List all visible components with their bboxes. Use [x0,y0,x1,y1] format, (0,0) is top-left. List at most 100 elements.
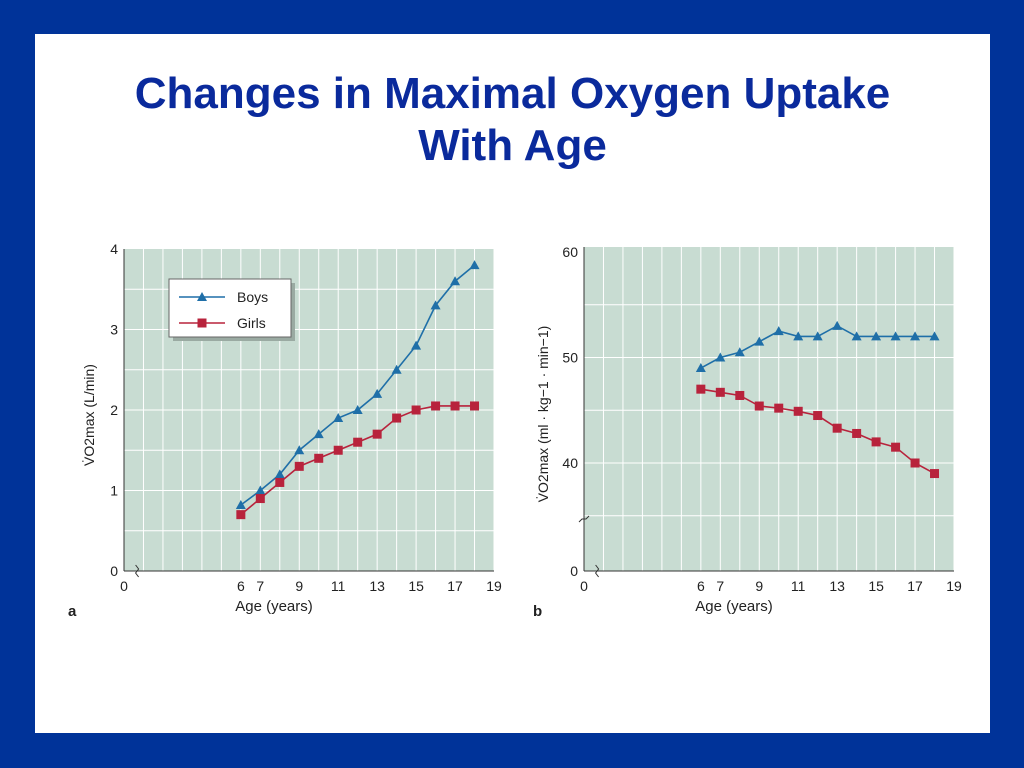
y-tick-label-0: 0 [110,563,118,579]
data-point-boys [793,331,804,341]
y-tick-label-4: 4 [110,241,118,257]
y-tick-label-50: 50 [562,350,578,366]
data-point-girls [314,453,324,463]
legend-box [168,278,292,338]
data-point-girls [715,387,725,397]
data-point-boys [734,347,745,357]
data-point-boys [352,405,363,414]
data-point-girls [353,437,363,447]
data-point-boys [333,413,344,423]
data-point-boys [773,326,784,336]
legend-label-girls: Girls [237,315,266,331]
x-tick-label-19: 19 [486,578,502,594]
data-point-girls [236,510,246,520]
data-point-boys [929,331,940,341]
data-point-boys [391,364,402,374]
plot-area-b [584,247,954,571]
x-axis-break-a [134,564,140,578]
legend-label-boys: Boys [237,289,268,305]
x-tick-label-19: 19 [946,578,962,594]
x-tick-label-9: 9 [295,578,303,594]
data-point-boys [754,336,765,346]
data-point-girls [392,413,402,423]
slide-title-line-2: With Age [418,121,607,170]
series-girls-b [696,384,940,479]
data-point-girls [450,401,460,411]
series-girls-a [236,401,480,520]
y-tick-label-2: 2 [110,402,118,418]
data-point-girls [470,401,480,411]
data-point-boys [274,469,285,479]
data-point-girls [333,445,343,455]
y-tick-label-1: 1 [110,483,118,499]
data-point-girls [852,428,862,438]
data-point-girls [294,461,304,471]
x-tick-label-7: 7 [716,578,724,594]
x-tick-label-11: 11 [791,578,806,594]
data-point-boys [812,331,823,341]
data-point-boys [313,429,324,439]
x-tick-label-7: 7 [256,578,264,594]
data-point-girls [372,429,382,439]
x-tick-label-6: 6 [697,578,705,594]
data-point-girls [275,477,285,487]
data-point-girls [255,494,265,504]
y-axis-title-b: V̇O2max (ml · kg−1 · min−1) [535,326,551,503]
y-tick-label-60: 60 [562,244,578,260]
data-point-boys [469,260,480,270]
x-tick-label-17: 17 [907,578,923,594]
y-axis-break-b [578,515,590,523]
x-axis-title-a: Age (years) [235,598,313,615]
data-point-boys [851,331,862,341]
chart-a-vo2max-absolute: 0 6 7 9 11 13 15 17 19 0 1 2 3 4 Age (years) V̇O2max (L… [68,241,502,620]
data-point-boys [832,320,843,330]
data-point-boys [871,331,882,341]
data-point-girls [930,469,940,479]
data-point-girls [411,405,421,415]
data-point-boys [294,445,305,455]
panel-label-b: b [533,603,542,620]
data-point-boys [890,331,901,341]
data-point-girls [774,403,784,413]
legend-marker-girls [197,318,207,328]
data-point-girls [431,401,441,411]
y-axis-title-a: V̇O2max (L/min) [81,364,97,466]
data-point-boys [910,331,921,341]
x-tick-label-6: 6 [237,578,245,594]
x-tick-label-15: 15 [408,578,424,594]
slide-title-line-1: Changes in Maximal Oxygen Uptake [134,69,891,118]
data-point-girls [832,423,842,433]
slide-title: Changes in Maximal Oxygen Uptake With Ag… [35,68,990,172]
data-point-boys [235,499,246,509]
data-point-girls [735,390,745,400]
data-point-boys [695,363,706,373]
y-tick-label-0: 0 [570,563,578,579]
panel-label-a: a [68,603,77,620]
x-tick-label-13: 13 [369,578,385,594]
x-axis-title-b: Age (years) [695,598,773,615]
x-axis-break-b [594,564,600,578]
x-tick-label-9: 9 [755,578,763,594]
data-point-girls [891,442,901,452]
x-tick-label-17: 17 [447,578,463,594]
y-tick-label-3: 3 [110,322,118,338]
data-point-boys [430,300,441,310]
x-tick-label-0: 0 [120,578,128,594]
x-tick-label-0: 0 [580,578,588,594]
legend-a: Boys Girls [168,278,295,341]
data-point-girls [696,384,706,394]
x-tick-label-11: 11 [331,578,346,594]
series-boys-b [695,320,940,373]
data-point-girls [813,411,823,421]
data-point-boys [372,388,383,398]
data-point-girls [910,458,920,468]
data-point-girls [793,406,803,416]
x-tick-label-13: 13 [829,578,845,594]
legend-marker-boys [197,292,207,301]
x-tick-label-15: 15 [868,578,884,594]
series-boys-a [235,260,480,509]
data-point-boys [411,340,422,350]
y-tick-label-40: 40 [562,455,578,471]
data-point-girls [871,437,881,447]
data-point-boys [715,352,726,362]
